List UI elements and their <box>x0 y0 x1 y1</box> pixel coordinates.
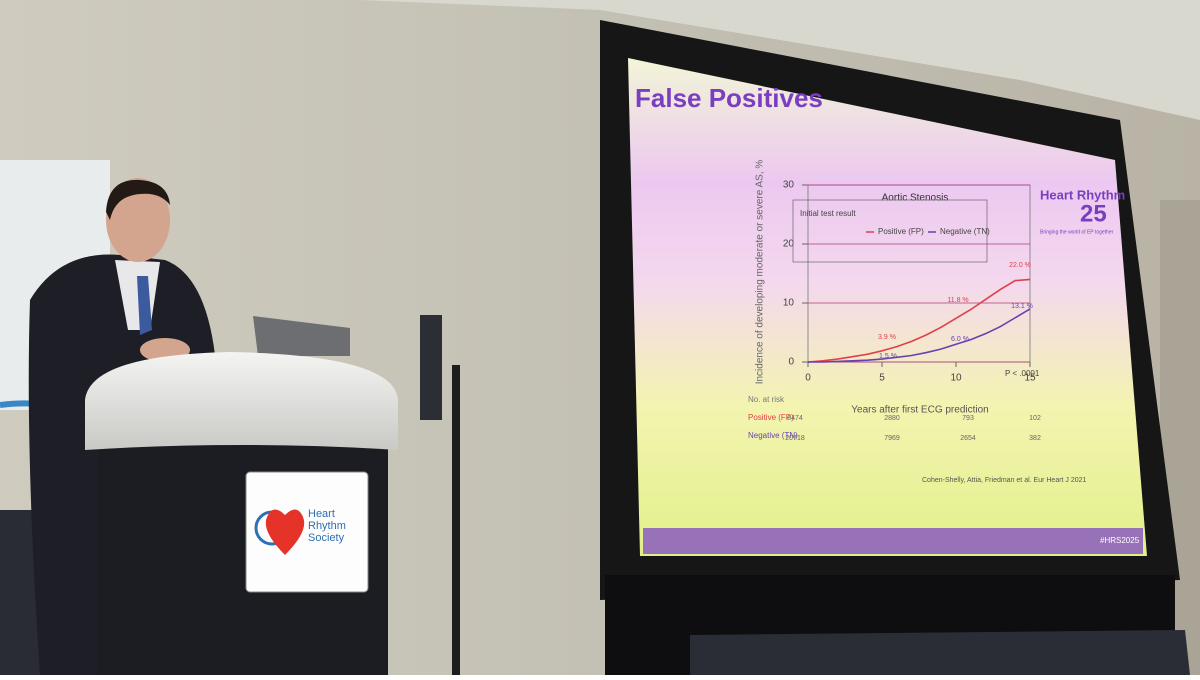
y-tick-label: 20 <box>783 239 795 250</box>
hashtag: #HRS2025 <box>1100 536 1140 545</box>
speaker-tie <box>137 276 152 335</box>
y-tick-label: 10 <box>783 298 795 309</box>
sign-heart <box>265 509 305 555</box>
risk-value: 7969 <box>884 435 900 442</box>
legend-title: Initial test result <box>800 209 856 218</box>
slide-footer <box>643 528 1143 554</box>
stand-pole <box>452 365 460 675</box>
series-line <box>807 278 1031 363</box>
annotation: 6.0 % <box>951 336 969 343</box>
legend-label: Negative (TN) <box>940 227 990 236</box>
risk-value: 102 <box>1029 415 1041 422</box>
monitor <box>690 630 1190 675</box>
ceiling <box>360 0 1200 120</box>
logo-tagline: Bringing the world of EP together <box>1040 229 1114 235</box>
citation: Cohen-Shelly, Attia, Friedman et al. Eur… <box>922 477 1087 484</box>
risk-value: 2880 <box>884 415 900 422</box>
small-monitor <box>420 315 442 420</box>
risk-value: 2654 <box>960 435 976 442</box>
x-tick-label: 0 <box>805 373 811 384</box>
legend-label: Positive (FP) <box>878 227 924 236</box>
risk-value: 793 <box>962 415 974 422</box>
podium-top <box>85 352 398 450</box>
risk-row-label: Negative (TN) <box>748 431 798 440</box>
y-axis-label: Incidence of developing moderate or seve… <box>755 160 766 385</box>
chart: 0 10 20 30 0 5 10 15 Aortic Stenosis Years after … <box>748 160 1041 442</box>
logo-name: Heart Rhythm <box>1040 187 1125 202</box>
annotation: 22.0 % <box>1009 262 1031 269</box>
x-tick-label: 10 <box>950 373 962 384</box>
laptop <box>253 316 350 356</box>
x-tick-label: 5 <box>879 373 885 384</box>
annotation: 3.9 % <box>878 334 896 341</box>
risk-row-label: Positive (FP) <box>748 413 794 422</box>
x-tick-label: 15 <box>1024 373 1036 384</box>
legend-box <box>792 199 988 263</box>
chart-title: Aortic Stenosis <box>882 193 949 204</box>
sign-text-box: Heart Rhythm Society <box>308 508 346 544</box>
slide-title: False Positives <box>635 83 823 113</box>
risk-title: No. at risk <box>748 395 785 404</box>
risk-value: 8474 <box>787 415 803 422</box>
annotation: 11.8 % <box>947 297 968 304</box>
p-value: P < .0001 <box>1005 369 1040 378</box>
y-tick-label: 30 <box>783 180 795 191</box>
risk-value: 20718 <box>785 435 805 442</box>
annotation: 13.1 % <box>1011 303 1033 310</box>
logo-number: 25 <box>1080 200 1107 227</box>
podium-sign <box>245 471 369 593</box>
series-line <box>808 308 1031 363</box>
sign-text: Heart Rhythm Society <box>308 508 346 544</box>
risk-value: 382 <box>1029 435 1041 442</box>
x-axis-label: Years after first ECG prediction <box>851 405 988 416</box>
y-tick-label: 0 <box>788 357 794 368</box>
slide <box>628 58 1147 556</box>
speaker-hair <box>106 179 170 220</box>
annotation: 1.5 % <box>879 353 897 360</box>
